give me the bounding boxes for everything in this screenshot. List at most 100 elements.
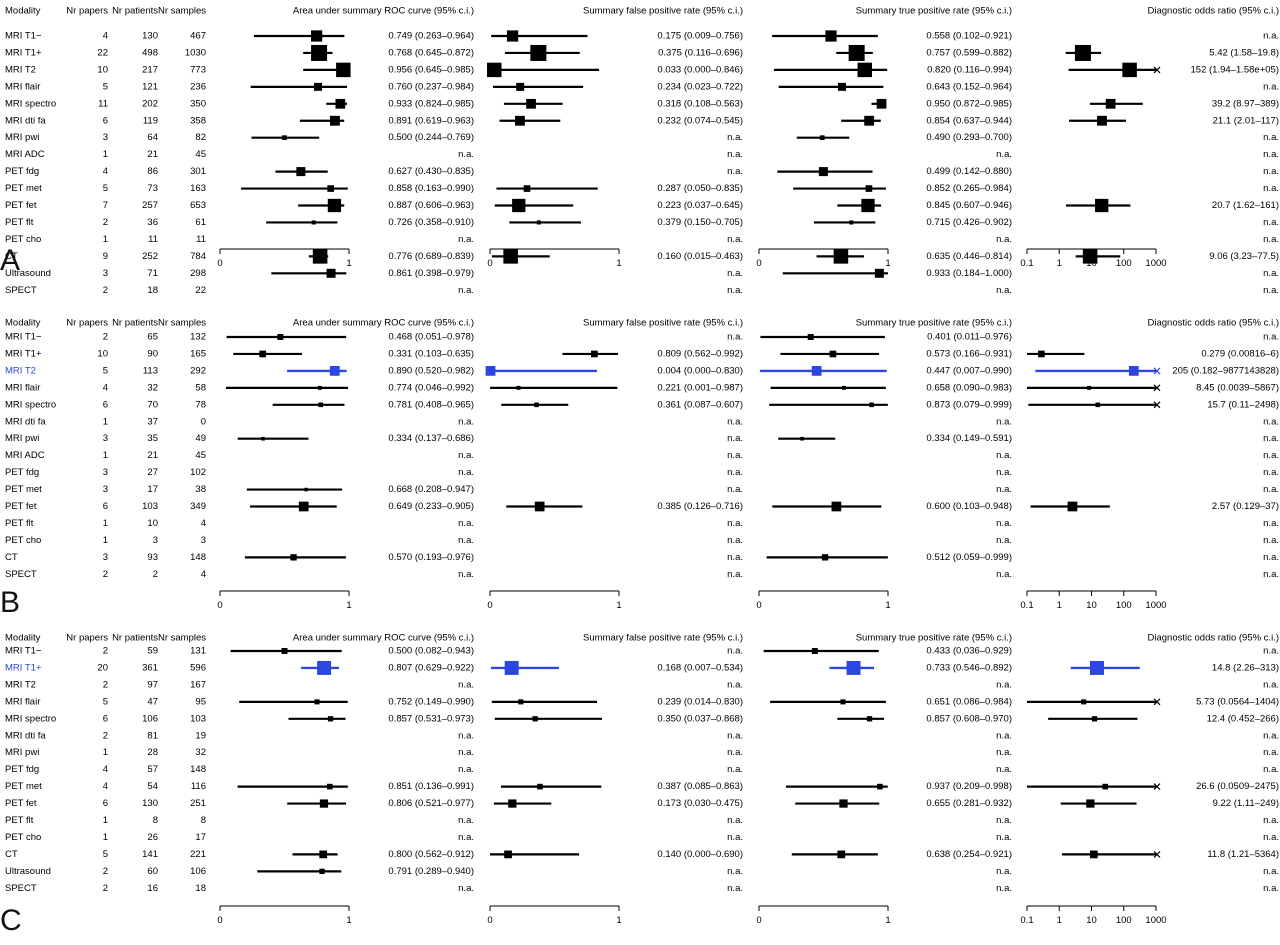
- row-dor-value-text: n.a.: [1263, 81, 1279, 92]
- row-dor-value-text: n.a.: [1263, 332, 1279, 343]
- row-tpr-value-text: n.a.: [996, 285, 1012, 296]
- row-dor-value-text: n.a.: [1263, 484, 1279, 495]
- row-tpr-point-estimate: [837, 850, 846, 859]
- axis-dor-tick-label: 1000: [1145, 915, 1166, 926]
- row-nr-patients: 54: [147, 781, 158, 792]
- row-nr-papers: 1: [103, 518, 108, 529]
- row-dor-value-text: 12.4 (0.452–266): [1207, 713, 1279, 724]
- row-modality-label: MRI flair: [5, 81, 40, 92]
- row-dor-ci-truncation-mark: [1153, 384, 1161, 392]
- header-auc: Area under summary ROC curve (95% c.i.): [293, 633, 474, 644]
- row-auc-value-text: n.a.: [458, 883, 474, 894]
- row-fpr-value-text: n.a.: [727, 679, 743, 690]
- row-tpr-value-text: 0.643 (0.152–0.964): [926, 81, 1012, 92]
- row-dor-point-estimate: [1122, 62, 1137, 78]
- row-nr-patients: 121: [142, 81, 158, 92]
- row-modality-label: PET met: [5, 781, 42, 792]
- row-nr-papers: 5: [103, 183, 108, 194]
- row-modality-label: PET fet: [5, 798, 37, 809]
- row-dor-ci-truncation-mark: [1153, 783, 1161, 791]
- row-fpr-value-text: 0.239 (0.014–0.830): [657, 696, 743, 707]
- axis-fpr-tick-label: 1: [616, 915, 621, 926]
- row-tpr-point-estimate: [831, 501, 842, 512]
- row-tpr-value-text: 0.638 (0.254–0.921): [926, 849, 1012, 860]
- row-auc-value-text: n.a.: [458, 747, 474, 758]
- row-auc-value-text: 0.800 (0.562–0.912): [388, 849, 474, 860]
- row-tpr-point-estimate: [877, 783, 883, 790]
- row-fpr-value-text: n.a.: [727, 234, 743, 245]
- row-tpr-value-text: 0.852 (0.265–0.984): [926, 183, 1012, 194]
- axis-tpr-tick-label: 1: [885, 258, 890, 269]
- row-tpr-value-text: 0.820 (0.116–0.994): [927, 64, 1012, 75]
- row-nr-papers: 7: [103, 200, 108, 211]
- row-nr-patients: 35: [147, 433, 158, 444]
- row-dor-value-text: n.a.: [1263, 535, 1279, 546]
- row-tpr-point-estimate: [849, 220, 854, 225]
- row-dor-value-text: n.a.: [1263, 764, 1279, 775]
- axis-tpr-tick-label: 1: [885, 600, 890, 611]
- row-fpr-point-estimate: [591, 350, 598, 358]
- row-nr-samples: 221: [190, 849, 206, 860]
- row-modality-label: MRI T1−: [5, 31, 42, 42]
- row-nr-patients: 73: [147, 183, 158, 194]
- row-fpr-value-text: 0.809 (0.562–0.992): [657, 348, 743, 359]
- row-modality-label: MRI ADC: [5, 149, 45, 160]
- row-fpr-value-text: n.a.: [727, 569, 743, 580]
- row-fpr-value-text: n.a.: [727, 285, 743, 296]
- row-auc-value-text: n.a.: [458, 149, 474, 160]
- row-nr-samples: 467: [190, 31, 206, 42]
- row-auc-value-text: n.a.: [458, 832, 474, 843]
- axis-dor-tick-label: 0.1: [1020, 600, 1033, 611]
- row-tpr-point-estimate: [839, 799, 848, 808]
- header-nr-papers: Nr papers: [66, 6, 108, 17]
- row-auc-point-estimate: [277, 334, 284, 340]
- row-dor-value-text: n.a.: [1263, 646, 1279, 657]
- row-auc-value-text: n.a.: [458, 730, 474, 741]
- axis-dor-tick-label: 100: [1116, 915, 1132, 926]
- row-fpr-point-estimate: [487, 62, 502, 78]
- row-nr-papers: 4: [103, 764, 108, 775]
- row-nr-papers: 6: [103, 501, 108, 512]
- row-nr-patients: 130: [142, 798, 158, 809]
- row-modality-label: MRI flair: [5, 382, 40, 393]
- row-nr-papers: 2: [103, 730, 108, 741]
- row-dor-value-text: n.a.: [1263, 433, 1279, 444]
- row-nr-samples: 116: [191, 781, 206, 792]
- header-dor: Diagnostic odds ratio (95% c.i.): [1148, 633, 1279, 644]
- row-fpr-point-estimate: [534, 402, 539, 408]
- row-dor-value-text: 2.57 (0.129–37): [1212, 501, 1279, 512]
- row-auc-point-estimate: [327, 185, 335, 192]
- row-fpr-value-text: n.a.: [727, 332, 743, 343]
- row-nr-patients: 217: [142, 64, 158, 75]
- row-dor-point-estimate: [1102, 783, 1109, 790]
- axis-dor-tick-label: 10: [1086, 258, 1097, 269]
- row-auc-value-text: 0.806 (0.521–0.977): [388, 798, 474, 809]
- row-nr-samples: 350: [190, 98, 206, 109]
- axis-tpr-tick-label: 0: [756, 915, 761, 926]
- row-nr-samples: 4: [201, 569, 206, 580]
- row-fpr-value-text: 0.168 (0.007–0.534): [657, 662, 743, 673]
- row-nr-samples: 4: [201, 518, 206, 529]
- axis-dor-tick-label: 0.1: [1020, 915, 1033, 926]
- row-nr-samples: 8: [201, 815, 206, 826]
- row-nr-patients: 257: [142, 200, 158, 211]
- row-nr-samples: 298: [190, 268, 206, 279]
- row-dor-point-estimate: [1095, 402, 1101, 408]
- row-nr-patients: 17: [147, 484, 158, 495]
- row-fpr-point-estimate: [506, 30, 519, 42]
- row-nr-papers: 10: [97, 348, 108, 359]
- row-modality-label: MRI dti fa: [5, 416, 46, 427]
- row-fpr-point-estimate: [537, 783, 543, 790]
- row-nr-papers: 3: [103, 467, 108, 478]
- row-modality-label: MRI dti fa: [5, 115, 46, 126]
- row-tpr-value-text: n.a.: [996, 730, 1012, 741]
- row-tpr-point-estimate: [841, 385, 846, 390]
- row-nr-patients: 113: [143, 365, 158, 376]
- row-nr-patients: 10: [147, 518, 158, 529]
- row-tpr-point-estimate: [833, 249, 849, 264]
- row-auc-value-text: n.a.: [458, 518, 474, 529]
- header-tpr: Summary true positive rate (95% c.i.): [856, 318, 1012, 329]
- row-nr-papers: 10: [97, 64, 108, 75]
- row-auc-value-text: 0.891 (0.619–0.963): [388, 115, 474, 126]
